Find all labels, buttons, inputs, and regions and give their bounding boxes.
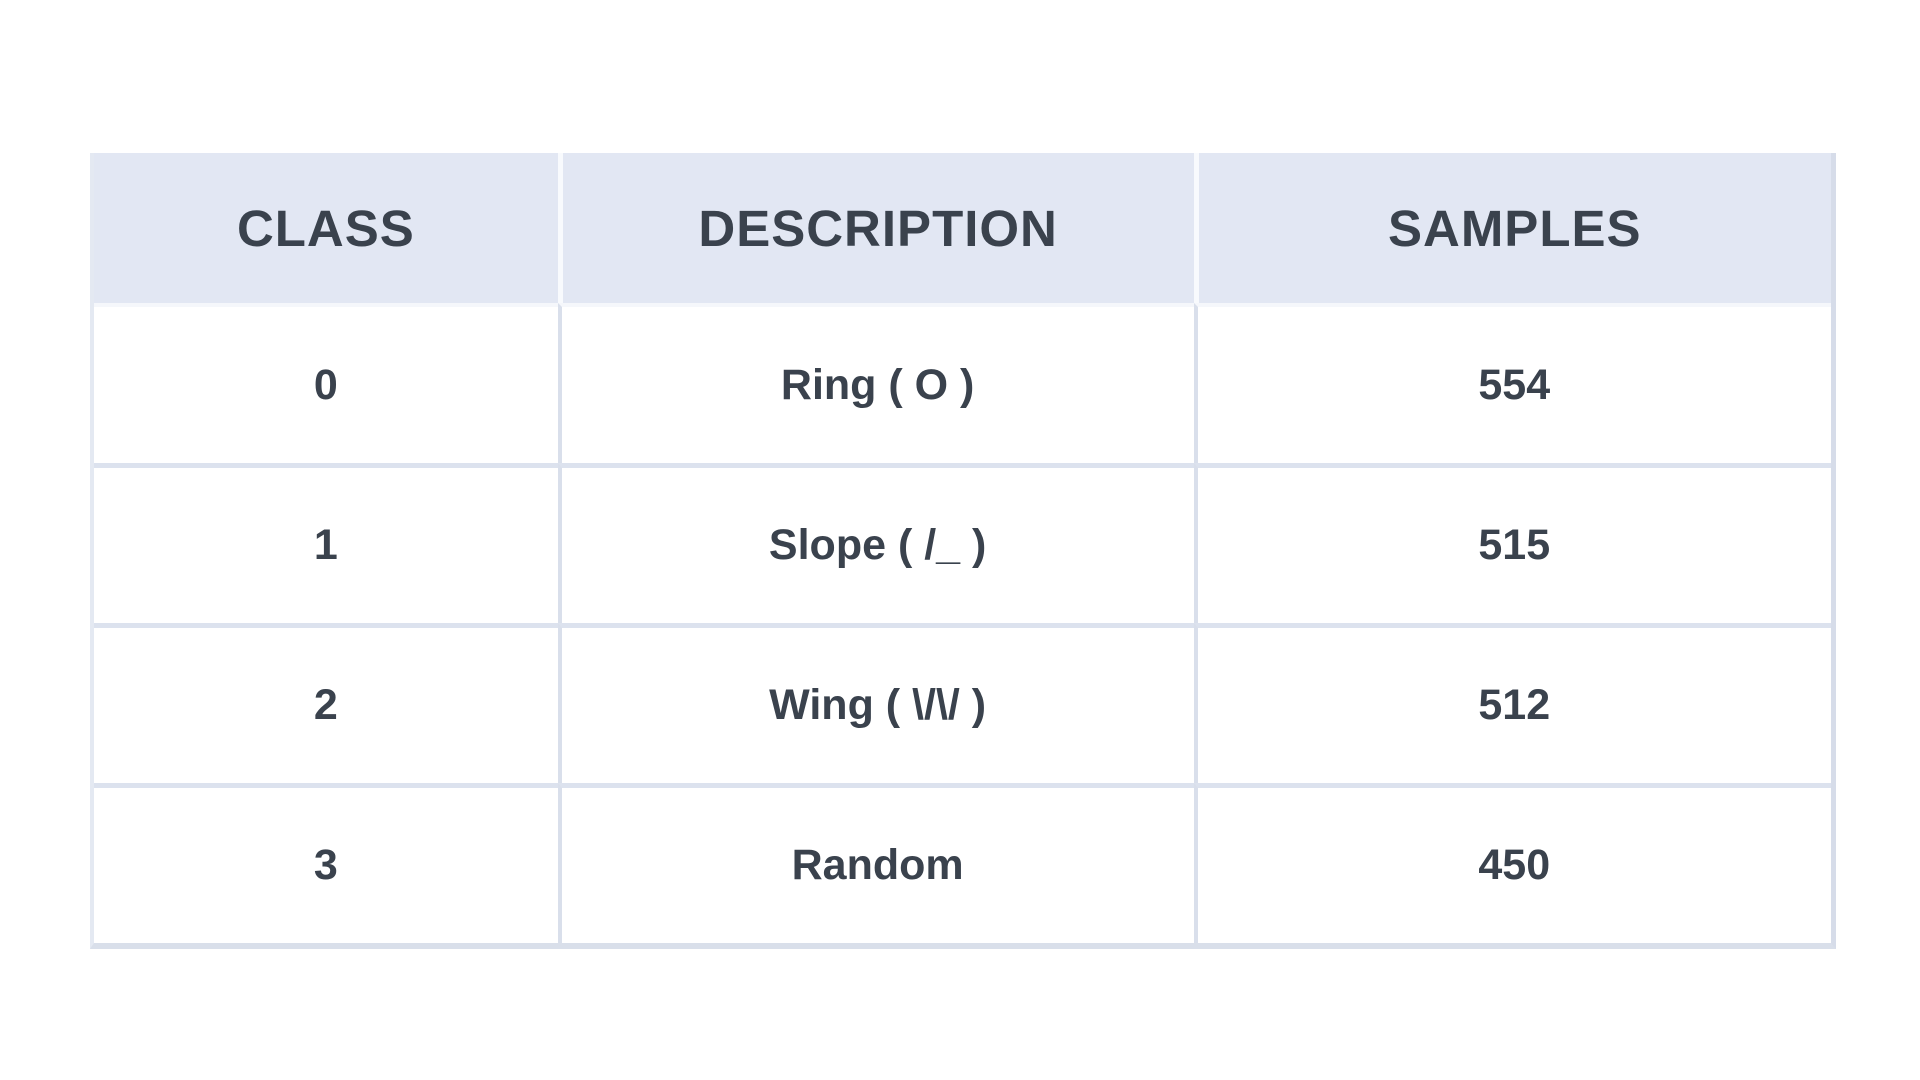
class-samples-table: CLASS DESCRIPTION SAMPLES 0 Ring ( O ) 5… bbox=[90, 153, 1836, 949]
table-row: 0 Ring ( O ) 554 bbox=[94, 303, 1831, 463]
column-header-class: CLASS bbox=[94, 153, 558, 303]
cell-samples: 512 bbox=[1193, 623, 1831, 783]
cell-class: 2 bbox=[94, 623, 558, 783]
table-header: CLASS DESCRIPTION SAMPLES bbox=[94, 153, 1831, 303]
column-header-description: DESCRIPTION bbox=[557, 153, 1194, 303]
cell-description: Wing ( \/\/ ) bbox=[557, 623, 1194, 783]
cell-description: Slope ( /_ ) bbox=[557, 463, 1194, 623]
table-row: 2 Wing ( \/\/ ) 512 bbox=[94, 623, 1831, 783]
cell-class: 3 bbox=[94, 783, 558, 943]
cell-class: 1 bbox=[94, 463, 558, 623]
cell-description: Ring ( O ) bbox=[557, 303, 1194, 463]
cell-class: 0 bbox=[94, 303, 558, 463]
table-body: 0 Ring ( O ) 554 1 Slope ( /_ ) 515 2 Wi… bbox=[94, 303, 1831, 943]
cell-samples: 554 bbox=[1193, 303, 1831, 463]
cell-samples: 515 bbox=[1193, 463, 1831, 623]
cell-description: Random bbox=[557, 783, 1194, 943]
header-row: CLASS DESCRIPTION SAMPLES bbox=[94, 153, 1831, 303]
table-row: 3 Random 450 bbox=[94, 783, 1831, 943]
table-row: 1 Slope ( /_ ) 515 bbox=[94, 463, 1831, 623]
column-header-samples: SAMPLES bbox=[1193, 153, 1831, 303]
data-table: CLASS DESCRIPTION SAMPLES 0 Ring ( O ) 5… bbox=[94, 153, 1831, 943]
cell-samples: 450 bbox=[1193, 783, 1831, 943]
